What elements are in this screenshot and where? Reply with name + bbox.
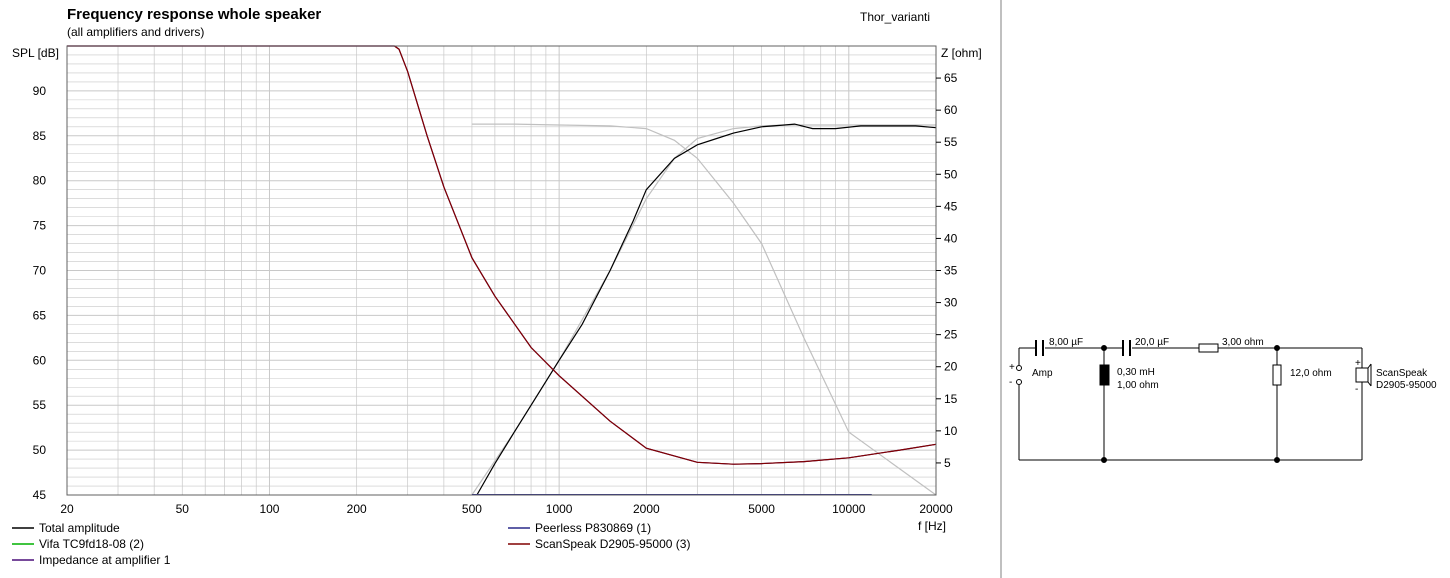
x-tick-labels: 20 50 100 200 500 1000 2000 5000 10000 20000 — [60, 502, 953, 516]
y-left-tick-label: 90 — [33, 84, 47, 98]
legend-label: Total amplitude — [39, 521, 120, 535]
legend-label: ScanSpeak D2905-95000 (3) — [535, 537, 690, 551]
legend-label: Peerless P830869 (1) — [535, 521, 651, 535]
legend-item: Vifa TC9fd18-08 (2) — [12, 537, 144, 551]
x-tick-label: 20000 — [919, 502, 953, 516]
x-tick-label: 10000 — [832, 502, 866, 516]
y-right-tick-labels: 5 10 15 20 25 30 35 40 45 50 55 60 65 — [936, 71, 958, 470]
capacitor-2-label: 20,0 µF — [1135, 337, 1169, 348]
x-tick-label: 5000 — [748, 502, 775, 516]
y-right-tick-label: 60 — [944, 103, 958, 117]
y-right-tick-label: 35 — [944, 264, 958, 278]
terminal-plus — [1016, 365, 1022, 371]
y-left-tick-label: 60 — [33, 353, 47, 367]
y-left-tick-label: 85 — [33, 129, 47, 143]
y-left-tick-label: 80 — [33, 174, 47, 188]
crossover-schematic — [1016, 340, 1372, 463]
y-right-tick-label: 40 — [944, 231, 958, 245]
crossover-labels: 8,00 µF 20,0 µF 3,00 ohm 0,30 mH 1,00 oh… — [1009, 337, 1437, 395]
driver-minus-sign: - — [1355, 384, 1358, 395]
series-layer — [67, 45, 937, 496]
resistor-1-label: 3,00 ohm — [1222, 337, 1264, 348]
y-left-tick-label: 65 — [33, 308, 47, 322]
series-line — [476, 123, 937, 496]
inductor-resistance-label: 1,00 ohm — [1117, 380, 1159, 391]
driver-symbol — [1355, 367, 1369, 383]
legend-label: Vifa TC9fd18-08 (2) — [39, 537, 144, 551]
y-axis-label-right: Z [ohm] — [941, 46, 982, 60]
y-right-tick-label: 25 — [944, 328, 958, 342]
y-left-tick-label: 75 — [33, 219, 47, 233]
x-axis-label: f [Hz] — [918, 519, 946, 533]
chart-subtitle: (all amplifiers and drivers) — [67, 25, 204, 39]
series-line — [67, 45, 937, 465]
y-right-tick-label: 30 — [944, 296, 958, 310]
y-right-tick-label: 20 — [944, 360, 958, 374]
y-left-tick-labels: 45 50 55 60 65 70 75 80 85 90 — [33, 84, 47, 502]
legend: Total amplitude Vifa TC9fd18-08 (2) Impeda… — [12, 521, 690, 567]
driver-plus-sign: + — [1355, 358, 1361, 369]
background-curve — [471, 123, 937, 496]
inductor — [1099, 364, 1110, 386]
project-name: Thor_varianti — [860, 10, 930, 24]
y-left-tick-label: 55 — [33, 398, 47, 412]
source-plus-sign: + — [1009, 362, 1015, 373]
junction-dot — [1101, 345, 1107, 351]
terminal-minus — [1016, 379, 1022, 385]
y-right-tick-label: 65 — [944, 71, 958, 85]
junction-dot — [1101, 457, 1107, 463]
source-minus-sign: - — [1009, 377, 1012, 388]
y-right-tick-label: 55 — [944, 135, 958, 149]
legend-item: ScanSpeak D2905-95000 (3) — [508, 537, 690, 551]
y-left-tick-label: 50 — [33, 443, 47, 457]
x-tick-label: 1000 — [546, 502, 573, 516]
y-right-tick-label: 50 — [944, 167, 958, 181]
x-tick-label: 2000 — [633, 502, 660, 516]
legend-item: Total amplitude — [12, 521, 120, 535]
grid-layer — [66, 45, 937, 496]
y-right-tick-label: 45 — [944, 199, 958, 213]
driver-name-label: ScanSpeak — [1376, 368, 1428, 379]
y-left-tick-label: 70 — [33, 264, 47, 278]
x-tick-label: 100 — [259, 502, 279, 516]
resistor-2 — [1272, 364, 1282, 386]
legend-item: Peerless P830869 (1) — [508, 521, 651, 535]
inductor-value-label: 0,30 mH — [1117, 367, 1155, 378]
x-tick-label: 200 — [347, 502, 367, 516]
y-right-tick-label: 15 — [944, 392, 958, 406]
junction-dot — [1274, 345, 1280, 351]
legend-label: Impedance at amplifier 1 — [39, 553, 171, 567]
y-right-tick-label: 5 — [944, 456, 951, 470]
x-tick-label: 20 — [60, 502, 74, 516]
resistor-1 — [1198, 343, 1219, 353]
background-curves — [471, 123, 937, 496]
x-tick-label: 50 — [176, 502, 190, 516]
x-tick-label: 500 — [462, 502, 482, 516]
capacitor-1-label: 8,00 µF — [1049, 337, 1083, 348]
y-right-tick-label: 10 — [944, 424, 958, 438]
y-axis-label-left: SPL [dB] — [12, 46, 59, 60]
driver-model-label: D2905-95000 — [1376, 380, 1437, 391]
source-label: Amp — [1032, 368, 1053, 379]
junction-dot — [1274, 457, 1280, 463]
chart-title: Frequency response whole speaker — [67, 6, 321, 23]
y-left-tick-label: 45 — [33, 488, 47, 502]
legend-item: Impedance at amplifier 1 — [12, 553, 171, 567]
resistor-2-label: 12,0 ohm — [1290, 368, 1332, 379]
